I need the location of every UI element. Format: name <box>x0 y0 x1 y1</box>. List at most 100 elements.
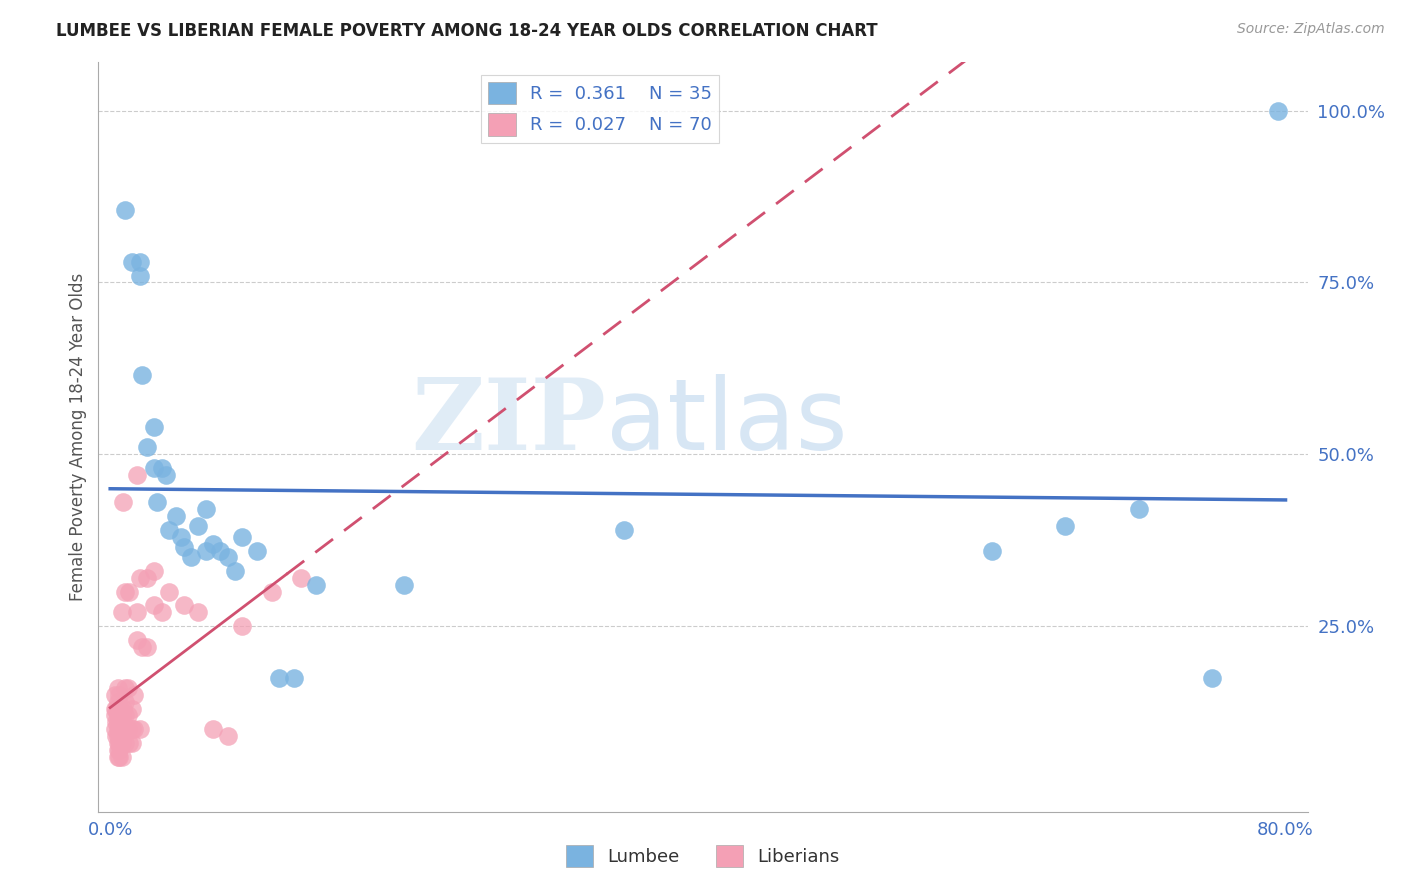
Point <box>112 729 135 743</box>
Point <box>157 584 180 599</box>
Point <box>128 254 150 268</box>
Point <box>114 723 136 737</box>
Point <box>121 254 143 268</box>
Point <box>118 736 141 750</box>
Text: LUMBEE VS LIBERIAN FEMALE POVERTY AMONG 18-24 YEAR OLDS CORRELATION CHART: LUMBEE VS LIBERIAN FEMALE POVERTY AMONG … <box>56 22 877 40</box>
Point <box>131 640 153 654</box>
Point <box>121 723 143 737</box>
Point <box>112 701 135 715</box>
Point <box>224 564 246 578</box>
Text: ZIP: ZIP <box>412 374 606 471</box>
Point <box>121 701 143 715</box>
Point <box>1267 103 1289 118</box>
Point <box>114 203 136 218</box>
Point <box>108 729 131 743</box>
Point <box>111 723 134 737</box>
Point <box>180 550 202 565</box>
Point <box>202 536 225 550</box>
Point <box>108 701 131 715</box>
Point <box>114 736 136 750</box>
Point <box>114 681 136 695</box>
Point <box>108 736 131 750</box>
Point <box>128 723 150 737</box>
Point <box>150 461 173 475</box>
Point <box>125 467 148 482</box>
Point <box>194 502 217 516</box>
Point <box>269 671 291 685</box>
Point <box>108 688 131 702</box>
Point <box>135 571 157 585</box>
Point <box>114 708 136 723</box>
Point <box>135 441 157 455</box>
Point <box>283 671 305 685</box>
Point <box>107 715 129 730</box>
Point <box>103 688 125 702</box>
Point <box>105 729 128 743</box>
Point <box>112 715 135 730</box>
Point <box>111 606 134 620</box>
Point <box>108 743 131 757</box>
Point <box>107 729 129 743</box>
Point <box>110 723 132 737</box>
Point <box>110 701 132 715</box>
Point <box>170 530 193 544</box>
Point <box>1054 519 1077 533</box>
Point <box>1128 502 1150 516</box>
Point <box>111 736 134 750</box>
Point <box>217 550 239 565</box>
Point <box>187 519 209 533</box>
Point <box>128 268 150 283</box>
Point <box>125 606 148 620</box>
Point <box>107 749 129 764</box>
Point <box>231 619 253 633</box>
Point <box>107 681 129 695</box>
Point <box>125 632 148 647</box>
Point <box>122 688 145 702</box>
Point <box>118 584 141 599</box>
Point <box>143 419 166 434</box>
Y-axis label: Female Poverty Among 18-24 Year Olds: Female Poverty Among 18-24 Year Olds <box>69 273 87 601</box>
Point <box>107 736 129 750</box>
Point <box>231 530 253 544</box>
Text: Source: ZipAtlas.com: Source: ZipAtlas.com <box>1237 22 1385 37</box>
Point <box>117 723 139 737</box>
Point <box>114 695 136 709</box>
Point <box>187 606 209 620</box>
Point <box>108 749 131 764</box>
Point <box>112 495 135 509</box>
Point <box>209 543 232 558</box>
Point <box>165 509 187 524</box>
Point <box>107 723 129 737</box>
Point <box>194 543 217 558</box>
Point <box>111 749 134 764</box>
Point <box>110 736 132 750</box>
Point <box>290 571 312 585</box>
Point <box>135 640 157 654</box>
Point <box>107 743 129 757</box>
Point <box>260 584 283 599</box>
Point <box>111 708 134 723</box>
Text: atlas: atlas <box>606 374 848 471</box>
Point <box>980 543 1002 558</box>
Point <box>173 599 195 613</box>
Point <box>103 708 125 723</box>
Point <box>121 736 143 750</box>
Point <box>143 599 166 613</box>
Point <box>1201 671 1223 685</box>
Point <box>613 523 636 537</box>
Point <box>114 584 136 599</box>
Point <box>146 495 169 509</box>
Point <box>131 368 153 383</box>
Point <box>117 681 139 695</box>
Point <box>103 723 125 737</box>
Point <box>105 701 128 715</box>
Point <box>157 523 180 537</box>
Point <box>122 723 145 737</box>
Point <box>107 708 129 723</box>
Point <box>143 564 166 578</box>
Point <box>392 578 415 592</box>
Point <box>202 723 225 737</box>
Point <box>128 571 150 585</box>
Point <box>305 578 328 592</box>
Point <box>108 723 131 737</box>
